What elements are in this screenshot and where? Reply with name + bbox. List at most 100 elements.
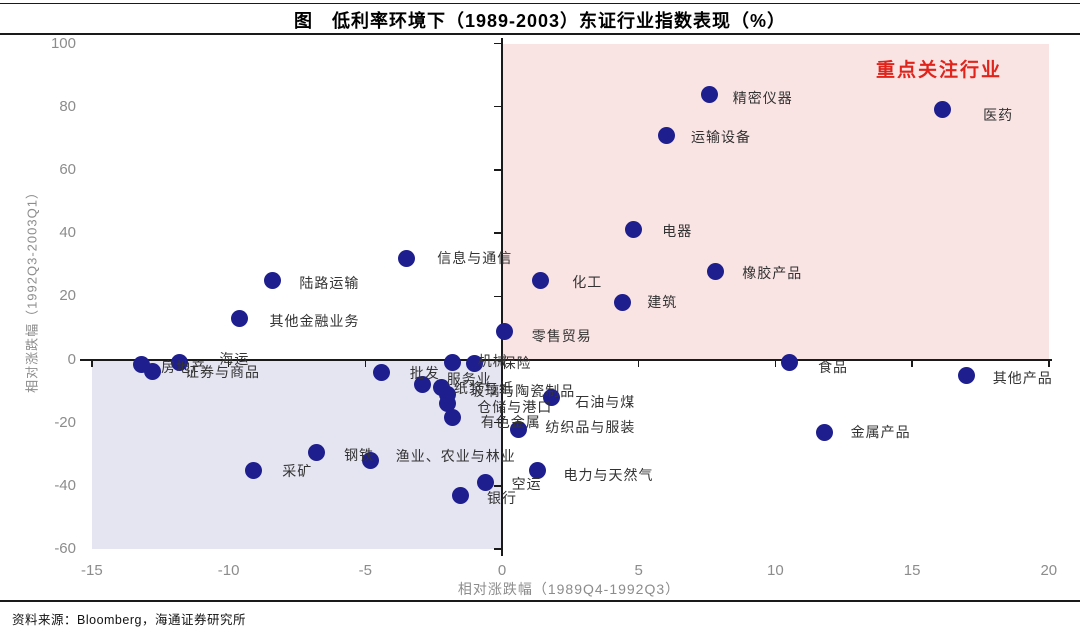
x-tick-label: 15: [903, 562, 921, 579]
data-point: [613, 294, 631, 312]
data-point-label: 机械: [477, 353, 508, 370]
source-separator-line: [0, 600, 1080, 602]
y-tick-label: 20: [59, 287, 76, 305]
data-point: [701, 85, 719, 103]
data-point-label: 信息与通信: [437, 250, 513, 267]
data-point-label: 钢铁: [344, 446, 375, 463]
data-point: [477, 474, 495, 492]
x-tick-label: -10: [217, 562, 240, 579]
data-point-label: 空运: [511, 475, 542, 492]
data-point-label: 纺织品与服装: [545, 419, 636, 436]
data-point: [509, 420, 527, 438]
x-tick: [364, 359, 367, 367]
data-point-label: 服务业: [446, 370, 492, 387]
y-tick: [494, 295, 502, 298]
data-point-label: 金属产品: [850, 424, 911, 441]
data-point-label: 石油与煤: [575, 394, 636, 411]
data-point-label: 采矿: [282, 463, 313, 480]
y-tick-label: -20: [54, 413, 76, 431]
data-point: [373, 363, 391, 381]
data-point-label: 零售贸易: [531, 328, 592, 345]
x-tick: [227, 359, 230, 367]
data-point-label: 陆路运输: [299, 274, 360, 291]
focus-annotation: 重点关注行业: [876, 60, 1003, 81]
y-tick-label: 40: [59, 224, 76, 242]
y-tick: [494, 548, 502, 550]
data-point-label: 其他产品: [992, 370, 1053, 387]
data-point-label: 食品: [818, 358, 849, 375]
x-tick: [91, 359, 93, 367]
data-point-label: 证券与商品: [185, 364, 261, 381]
x-tick-label: 10: [767, 562, 784, 579]
data-point: [143, 362, 161, 380]
x-tick: [774, 359, 777, 367]
scatter-plot-area: 相对涨跌幅（1992Q3-2003Q1） 相对涨跌幅（1989Q4-1992Q3…: [25, 34, 1058, 598]
data-point-label: 化工: [572, 273, 603, 290]
data-point-label: 渔业、农业与林业: [395, 447, 516, 464]
data-point: [780, 354, 798, 372]
data-point-label: 海运: [219, 351, 250, 368]
data-point-label: 橡胶产品: [742, 265, 803, 282]
source-note: 资料来源：Bloomberg，海通证券研究所: [12, 613, 246, 627]
data-point: [397, 249, 415, 267]
x-tick: [1048, 359, 1050, 367]
y-tick: [494, 42, 502, 45]
data-point: [444, 409, 462, 427]
y-tick-label: 0: [67, 350, 76, 368]
data-point: [542, 388, 560, 406]
data-point: [438, 395, 456, 413]
data-point-label: 医药: [983, 106, 1014, 123]
x-axis-title: 相对涨跌幅（1989Q4-1992Q3）: [457, 581, 681, 597]
data-point-label: 有色金属: [480, 413, 541, 430]
data-point: [816, 423, 834, 441]
data-point: [362, 452, 380, 470]
data-point: [466, 354, 484, 372]
data-point-label: 保险: [501, 355, 532, 372]
data-point-label: 电力与天然气: [563, 467, 654, 484]
data-point-label: 建筑: [647, 293, 678, 310]
y-tick: [494, 421, 502, 424]
y-tick: [494, 485, 502, 487]
data-point-label: 玻璃与陶瓷制品: [470, 383, 576, 400]
chart-title: 图 低利率环境下（1989-2003）东证行业指数表现（%）: [293, 11, 787, 31]
y-axis-line: [501, 38, 503, 556]
data-point: [170, 353, 188, 371]
data-point: [244, 461, 262, 479]
data-point: [452, 486, 470, 504]
data-point: [263, 272, 281, 289]
data-point: [958, 366, 976, 384]
x-tick: [637, 359, 640, 367]
data-point: [531, 272, 549, 289]
data-point: [496, 322, 514, 340]
y-tick-label: 100: [50, 34, 76, 52]
y-tick-label: -60: [54, 540, 76, 558]
x-tick: [911, 359, 913, 367]
y-tick: [494, 232, 502, 234]
y-tick-label: 60: [59, 160, 76, 178]
data-point-label: 电器: [662, 222, 693, 239]
data-point-label: 运输设备: [691, 129, 752, 146]
title-separator-line: [0, 33, 1080, 35]
y-tick: [494, 169, 502, 171]
y-tick-label: -40: [54, 476, 76, 494]
data-point-label: 房地产: [161, 359, 207, 376]
data-point-label: 银行: [486, 490, 517, 507]
data-point: [657, 126, 675, 144]
data-point: [444, 353, 462, 371]
y-tick: [494, 105, 502, 108]
data-point: [706, 262, 724, 280]
data-point-label: 纸浆与纸: [453, 379, 514, 396]
x-tick-label: 20: [1040, 562, 1058, 579]
x-tick-label: 5: [634, 562, 643, 579]
data-point: [529, 461, 547, 479]
x-tick: [501, 359, 503, 367]
data-point-label: 批发: [409, 365, 440, 382]
x-tick-label: -15: [81, 562, 103, 579]
data-point-label: 其他金融业务: [269, 313, 360, 330]
data-point-label: 精密仪器: [732, 90, 793, 107]
x-tick-label: 0: [497, 562, 507, 579]
y-tick-label: 80: [59, 97, 76, 115]
top-border-line: [0, 3, 1080, 4]
data-point: [933, 101, 951, 119]
